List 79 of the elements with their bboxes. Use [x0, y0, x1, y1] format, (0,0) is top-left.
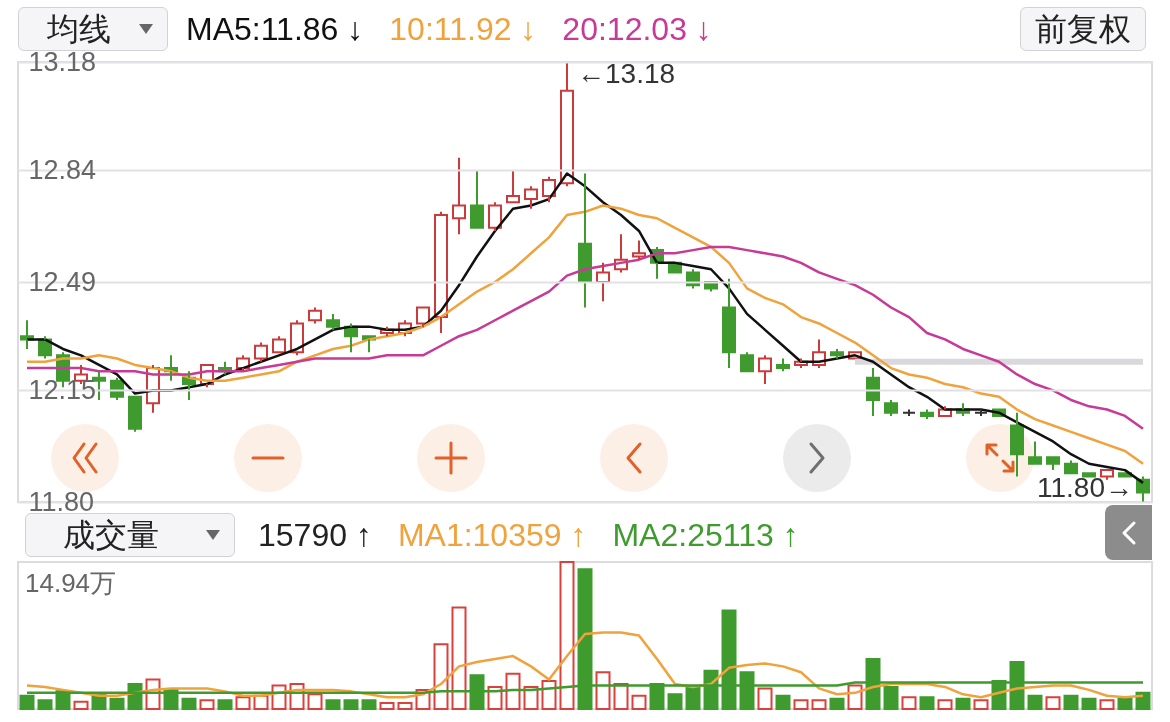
bar: [901, 696, 917, 710]
annotation: 14.94万: [25, 568, 117, 598]
candlestick: [866, 367, 880, 417]
bar: [595, 671, 611, 710]
candlestick: [488, 201, 502, 232]
candlestick: [560, 61, 574, 188]
bar: [811, 699, 827, 710]
candlestick: [974, 408, 988, 417]
y-tick-label: 12.84: [28, 154, 97, 185]
bar: [757, 687, 773, 710]
candlestick: [1010, 411, 1024, 478]
bar: [37, 699, 53, 710]
annotation: ←13.18: [577, 58, 676, 89]
candlestick: [596, 261, 610, 303]
bar: [235, 696, 251, 710]
text: 10:11.92 ↓: [389, 10, 537, 48]
text: MA5:11.86 ↓: [186, 10, 364, 48]
bar: [1045, 696, 1061, 710]
bar: [973, 699, 989, 710]
candlestick: [722, 277, 736, 370]
bar: [1099, 699, 1115, 710]
bar: [307, 693, 323, 710]
candlestick: [254, 341, 268, 363]
bar: [181, 697, 197, 710]
candlestick: [632, 239, 646, 261]
line-series: [25, 204, 1145, 465]
candlestick: [434, 210, 448, 335]
bar: [793, 699, 809, 710]
annotation: 11.80→: [1037, 472, 1133, 503]
bar: [775, 694, 791, 710]
text: 15790 ↑: [258, 516, 372, 554]
bar: [541, 680, 557, 710]
bar: [451, 606, 467, 710]
candlestick: [902, 408, 916, 417]
bar: [505, 672, 521, 710]
bar: [883, 685, 899, 710]
candlestick: [884, 398, 898, 417]
candlestick: [290, 319, 304, 357]
bar: [955, 697, 971, 710]
bar: [919, 696, 935, 710]
bar: [361, 699, 377, 710]
y-tick-label: 12.15: [28, 374, 97, 405]
text: MA1:10359 ↑: [397, 516, 587, 554]
candlestick: [308, 306, 322, 325]
bar: [1081, 697, 1097, 710]
candlestick: [830, 347, 844, 360]
candlestick: [542, 175, 556, 204]
button: 前复权: [1020, 7, 1146, 51]
bar: [217, 699, 233, 710]
y-tick-label: 12.49: [28, 266, 97, 297]
text: 20:12.03 ↓: [562, 10, 712, 48]
bar: [1063, 694, 1079, 710]
line-series: [25, 245, 1145, 430]
candlestick: [578, 172, 592, 309]
bar: [397, 702, 413, 710]
bar: [559, 561, 575, 710]
bar: [325, 699, 341, 710]
bar: [73, 700, 89, 710]
bar: [1135, 691, 1151, 710]
candlestick: [524, 185, 538, 210]
candlestick: [920, 408, 934, 421]
text: MA2:25113 ↑: [612, 516, 799, 554]
bar: [667, 693, 683, 710]
dropdown: 成交量: [25, 513, 235, 557]
bar: [829, 697, 845, 710]
bar: [1027, 694, 1043, 710]
bar: [1117, 697, 1133, 710]
bar: [937, 699, 953, 710]
candlestick: [452, 156, 466, 236]
bar: [199, 699, 215, 710]
bar: [109, 697, 125, 710]
bar: [631, 694, 647, 710]
bar: [343, 699, 359, 710]
candlestick: [776, 357, 790, 373]
candlestick: [758, 354, 772, 386]
bar: [433, 643, 449, 710]
dropdown: 均线: [18, 7, 168, 51]
candlestick: [326, 312, 340, 331]
bar: [379, 702, 395, 710]
